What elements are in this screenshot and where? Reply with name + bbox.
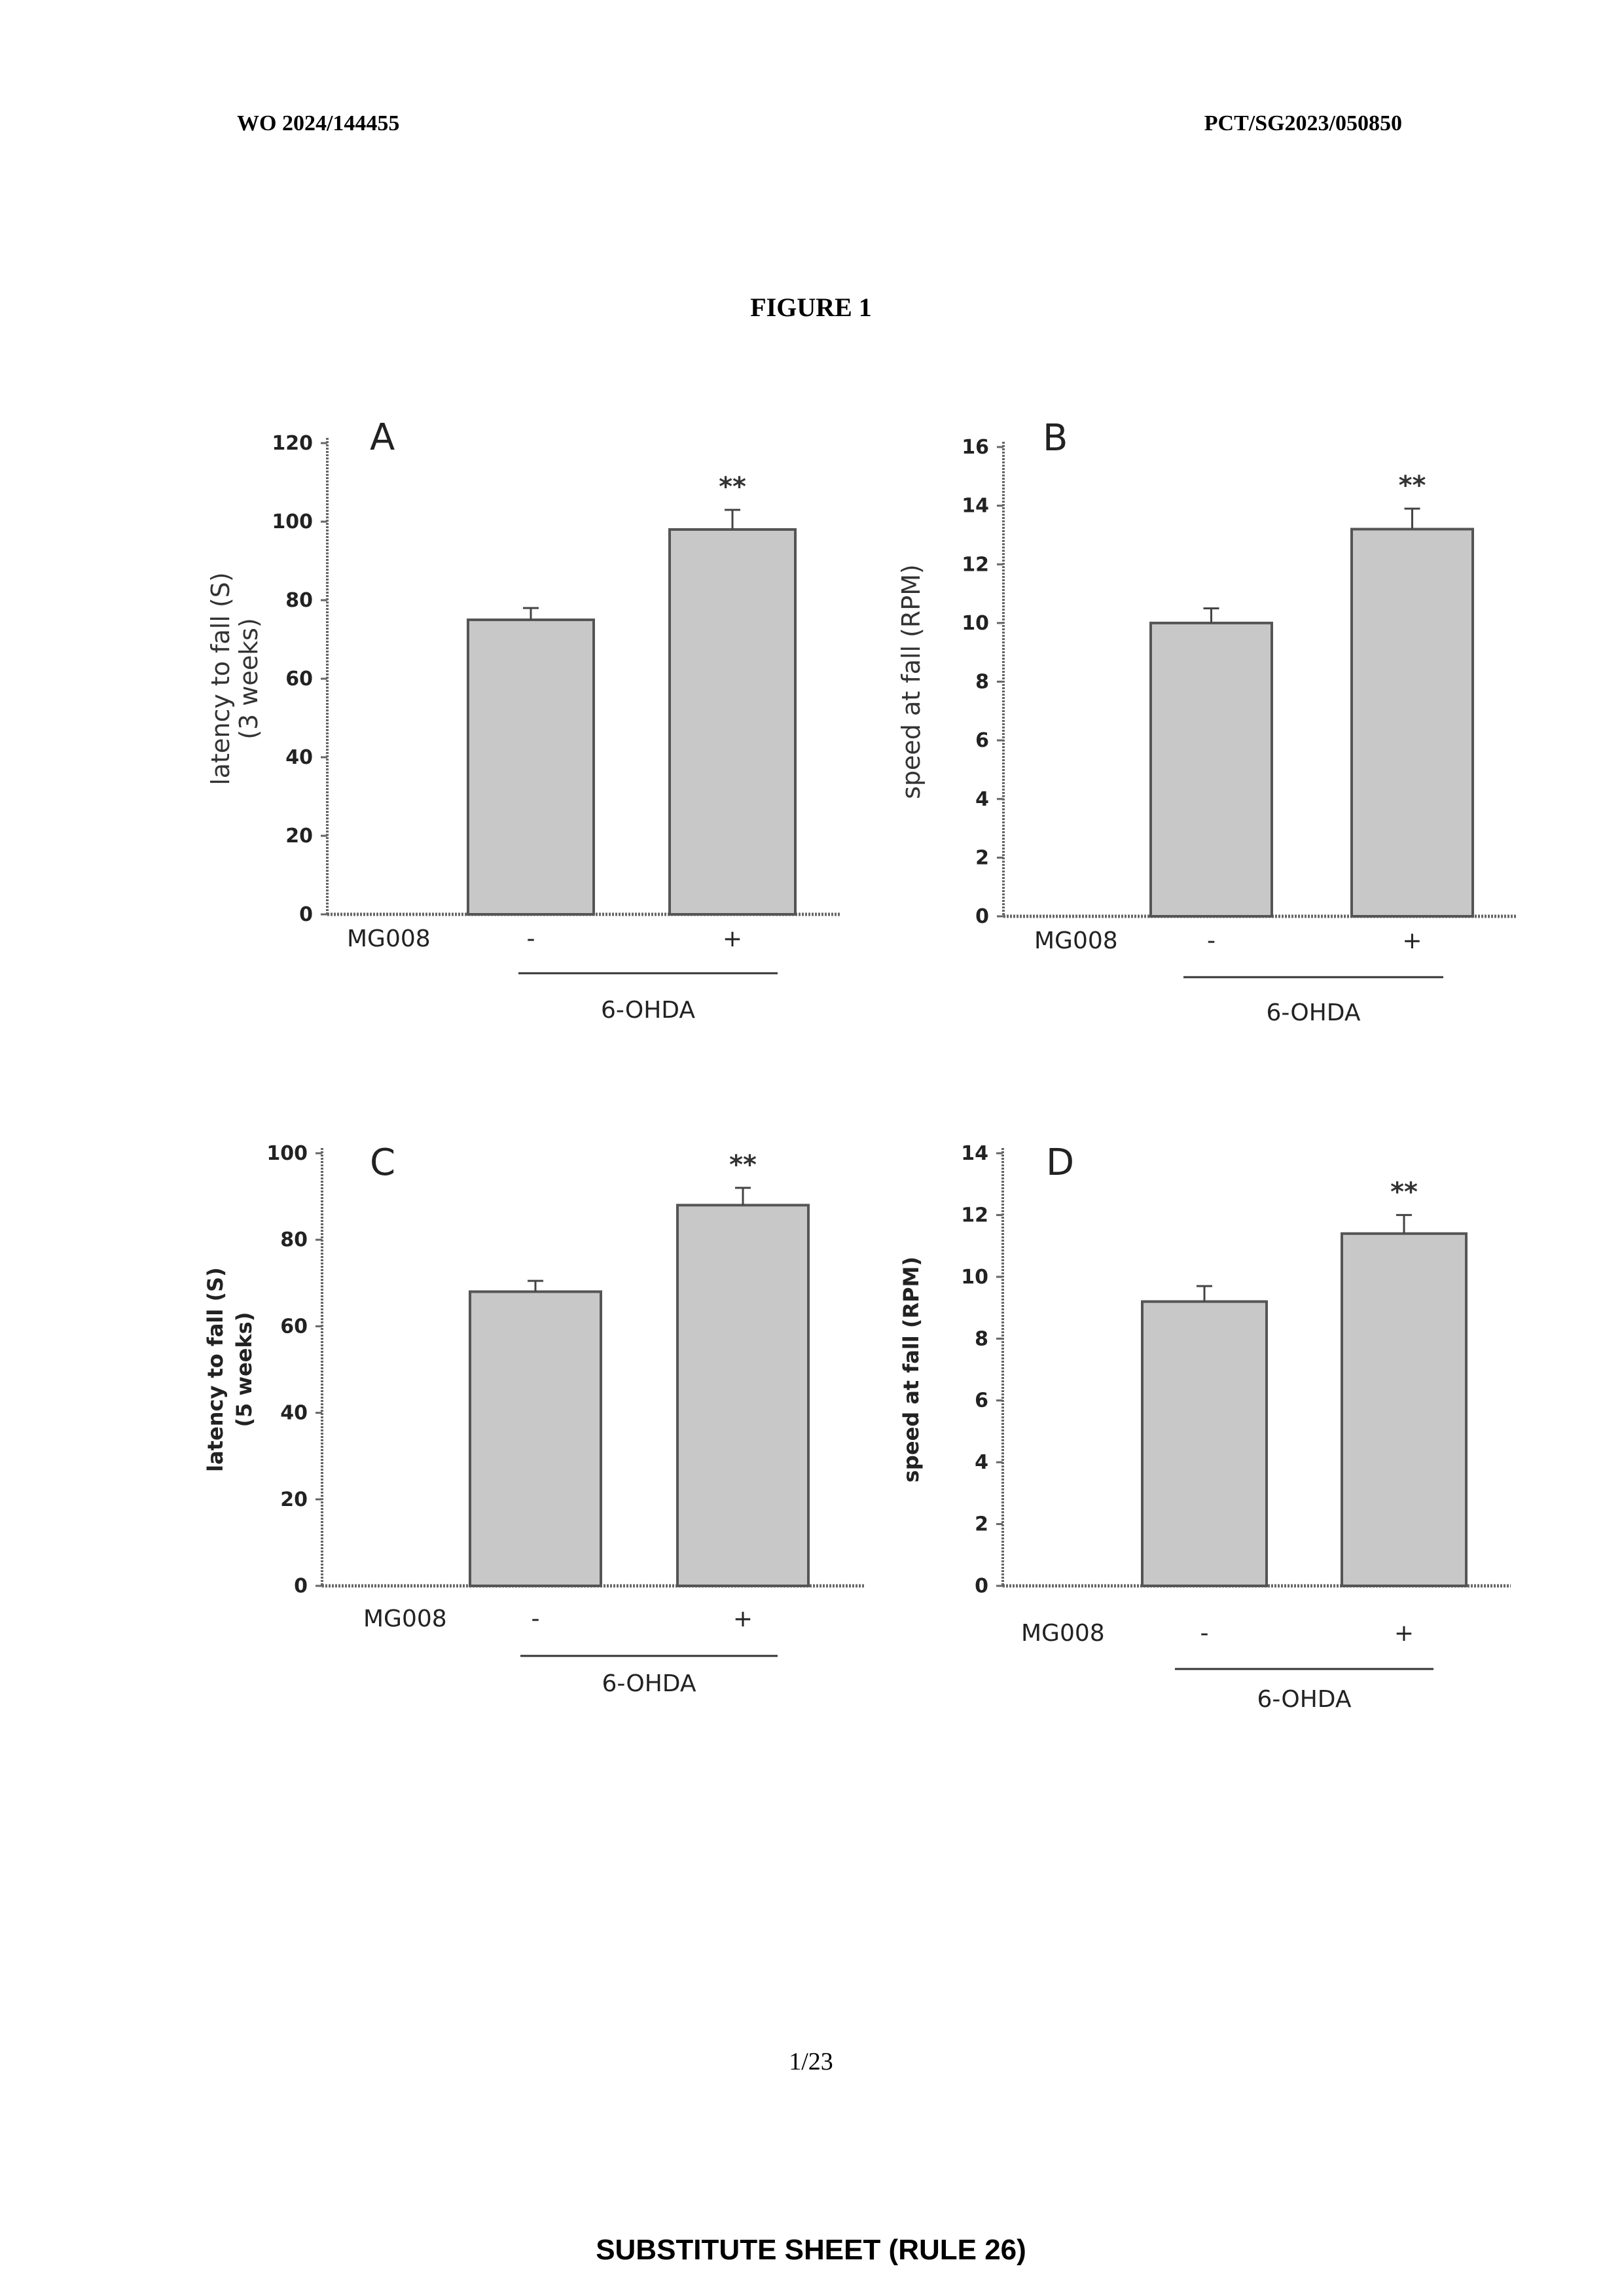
y-axis-title: latency to fall (S) xyxy=(206,572,235,785)
significance-marker: ** xyxy=(729,1150,757,1180)
category-label: - xyxy=(532,1605,540,1632)
y-tick-label: 4 xyxy=(975,1451,988,1474)
y-tick-label: 20 xyxy=(280,1488,308,1511)
significance-marker: ** xyxy=(1390,1177,1418,1207)
bar xyxy=(1350,528,1474,918)
row-label: MG008 xyxy=(363,1605,447,1632)
y-tick-label: 12 xyxy=(962,553,989,576)
row-label: MG008 xyxy=(1034,927,1118,954)
patent-number: WO 2024/144455 xyxy=(237,111,400,135)
y-tick-label: 40 xyxy=(285,746,313,769)
y-tick-label: 6 xyxy=(975,1390,988,1412)
y-tick-label: 14 xyxy=(962,495,989,518)
y-tick-label: 6 xyxy=(975,729,989,752)
group-label: 6-OHDA xyxy=(601,997,695,1024)
y-tick-label: 100 xyxy=(272,511,313,533)
y-tick-label: 16 xyxy=(962,436,989,459)
y-tick-label: 80 xyxy=(285,589,313,612)
y-tick-label: 8 xyxy=(975,671,989,694)
y-tick-label: 8 xyxy=(975,1327,988,1350)
y-tick-label: 0 xyxy=(975,1575,988,1598)
y-axis-title: speed at fall (RPM) xyxy=(897,564,926,799)
y-tick-label: 60 xyxy=(285,668,313,691)
y-tick-label: 100 xyxy=(266,1142,308,1165)
y-tick-label: 40 xyxy=(280,1402,308,1425)
y-tick-label: 0 xyxy=(975,905,989,928)
y-tick-label: 10 xyxy=(962,612,989,635)
category-label: - xyxy=(1200,1620,1209,1647)
significance-marker: ** xyxy=(1399,471,1426,501)
y-tick-label: 2 xyxy=(975,1513,988,1536)
row-label: MG008 xyxy=(1021,1620,1105,1647)
panel-letter: B xyxy=(1043,417,1068,459)
figure-title: FIGURE 1 xyxy=(750,293,872,322)
y-tick-label: 60 xyxy=(280,1315,308,1338)
panel-letter: C xyxy=(370,1141,395,1184)
y-axis-subtitle: (5 weeks) xyxy=(232,1312,257,1427)
y-tick-label: 20 xyxy=(285,825,313,848)
y-tick-label: 14 xyxy=(961,1142,988,1165)
y-tick-label: 0 xyxy=(294,1575,308,1598)
y-tick-label: 12 xyxy=(961,1204,988,1227)
y-axis-title: speed at fall (RPM) xyxy=(899,1257,924,1482)
page-number: 1/23 xyxy=(789,2048,833,2075)
application-number: PCT/SG2023/050850 xyxy=(1204,111,1402,135)
y-tick-label: 120 xyxy=(272,432,313,455)
y-tick-label: 4 xyxy=(975,788,989,811)
category-label: + xyxy=(733,1605,753,1632)
y-tick-label: 10 xyxy=(961,1266,988,1289)
panel-letter: A xyxy=(370,416,395,459)
group-label: 6-OHDA xyxy=(602,1670,696,1697)
footer-text: SUBSTITUTE SHEET (RULE 26) xyxy=(596,2234,1026,2266)
y-axis-subtitle: (3 weeks) xyxy=(234,618,263,740)
category-label: - xyxy=(527,925,535,952)
row-label: MG008 xyxy=(347,925,431,952)
category-label: + xyxy=(1394,1620,1414,1647)
bar xyxy=(467,619,595,916)
bar xyxy=(1341,1232,1468,1588)
group-label: 6-OHDA xyxy=(1257,1686,1351,1713)
y-tick-label: 2 xyxy=(975,846,989,869)
panel-letter: D xyxy=(1046,1141,1074,1184)
group-label: 6-OHDA xyxy=(1266,999,1360,1026)
category-label: + xyxy=(723,925,742,952)
category-label: + xyxy=(1402,927,1422,954)
significance-marker: ** xyxy=(719,472,746,502)
y-tick-label: 0 xyxy=(299,903,313,926)
bar xyxy=(1149,621,1273,918)
category-label: - xyxy=(1207,927,1216,954)
bar xyxy=(668,528,797,916)
y-tick-label: 80 xyxy=(280,1229,308,1251)
y-axis-title: latency to fall (S) xyxy=(203,1267,228,1472)
bar xyxy=(1141,1300,1268,1587)
